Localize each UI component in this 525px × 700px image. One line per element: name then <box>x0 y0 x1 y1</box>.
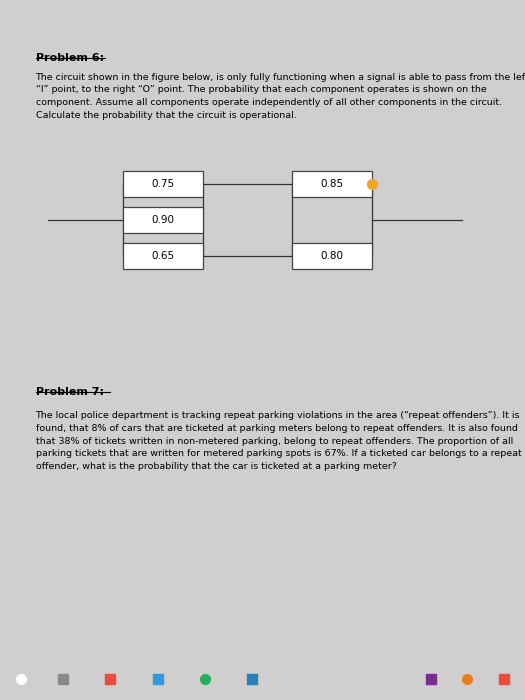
Bar <box>123 207 203 233</box>
Text: The local police department is tracking repeat parking violations in the area (“: The local police department is tracking … <box>36 411 521 471</box>
Text: The circuit shown in the figure below, is only fully functioning when a signal i: The circuit shown in the figure below, i… <box>36 73 525 120</box>
Text: 0.65: 0.65 <box>151 251 174 261</box>
Bar <box>123 171 203 197</box>
Text: 0.80: 0.80 <box>321 251 344 261</box>
Bar <box>292 171 372 197</box>
Text: Problem 7:: Problem 7: <box>36 387 103 398</box>
Text: 0.85: 0.85 <box>321 179 344 189</box>
Text: Problem 6:: Problem 6: <box>36 52 104 63</box>
Text: 0.75: 0.75 <box>151 179 174 189</box>
Text: 0.90: 0.90 <box>151 215 174 225</box>
Bar <box>123 243 203 269</box>
Bar <box>292 243 372 269</box>
